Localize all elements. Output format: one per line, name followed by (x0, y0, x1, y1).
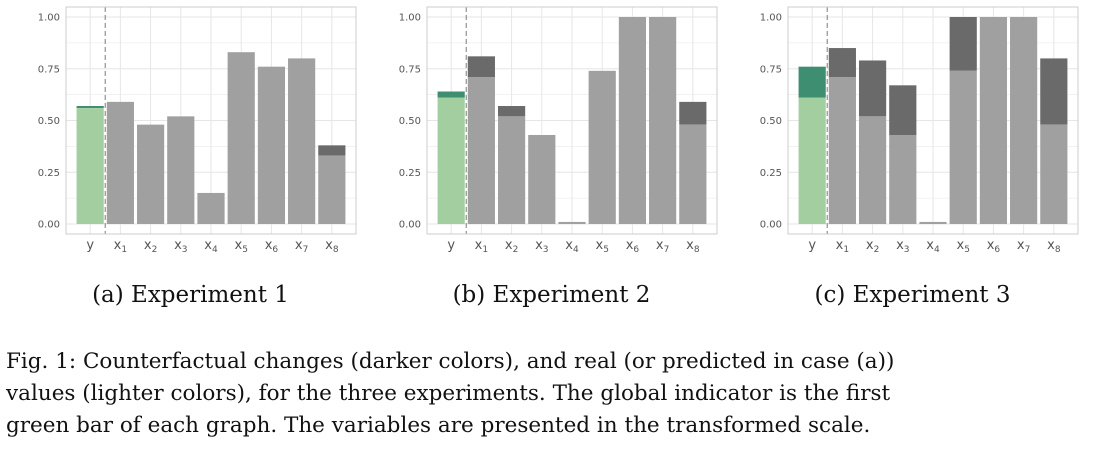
bar-real-x2 (136, 124, 165, 224)
x-tick-label-x5: x5 (234, 238, 247, 255)
y-tick-label: 0.50 (38, 116, 60, 127)
bar-real-y (76, 108, 104, 224)
bar-real-x8 (318, 155, 346, 224)
bar-real-x5 (227, 52, 255, 224)
bar-real-x4 (558, 221, 586, 224)
y-tick-label: 0.00 (760, 220, 782, 231)
bar-real-x1 (106, 101, 134, 224)
x-tick-label-y: y (447, 238, 455, 253)
bar-real-x7 (288, 58, 316, 225)
chart-panel-b: 0.00 0.25 0.50 0.75 1.00 y x1 x2 x3 x4 x5 x6 x7 x8 (379, 0, 724, 262)
bar-real-x7 (1010, 17, 1038, 224)
bar-real-x6 (257, 66, 286, 225)
x-tick-label-x4: x4 (565, 238, 579, 255)
x-tick-label-x2: x2 (866, 238, 879, 255)
x-tick-label-x7: x7 (295, 238, 308, 255)
bar-real-x3 (889, 134, 917, 224)
bar-counterfactual-x3 (889, 85, 917, 135)
chart-panel-c: 0.00 0.25 0.50 0.75 1.00 y x1 x2 x3 x4 x5 x6 x7 x8 (740, 0, 1085, 262)
y-tick-label: 1.00 (399, 13, 421, 24)
x-tick-label-x7: x7 (656, 238, 669, 255)
bar-real-x8 (679, 124, 707, 224)
subcaption-c: (c) Experiment 3 (814, 282, 1011, 308)
caption-line-1: Fig. 1: Counterfactual changes (darker c… (6, 349, 895, 374)
caption-line-2: values (lighter colors), for the three e… (6, 381, 891, 406)
subcaption-a: (a) Experiment 1 (92, 282, 289, 308)
bar-real-x2 (497, 116, 526, 224)
x-tick-label-x5: x5 (956, 238, 969, 255)
bar-chart-b: 0.00 0.25 0.50 0.75 1.00 y x1 x2 x3 x4 x5 x6 x7 x8 (399, 6, 718, 255)
bar-real-x6 (979, 17, 1008, 224)
bar-chart-c: 0.00 0.25 0.50 0.75 1.00 y x1 x2 x3 x4 x5 x6 x7 x8 (760, 6, 1079, 255)
bar-real-x2 (858, 116, 887, 224)
panel-border (426, 6, 718, 235)
figure-caption: Fig. 1: Counterfactual changes (darker c… (6, 346, 1101, 442)
bar-counterfactual-x8 (1040, 58, 1068, 125)
x-tick-label-x3: x3 (535, 238, 548, 255)
caption-line-3: green bar of each graph. The variables a… (6, 413, 871, 438)
chart-panel-a: 0.00 0.25 0.50 0.75 1.00 y x1 x2 x3 x4 x5 x6 x7 x8 (18, 0, 363, 262)
bar-counterfactual-y (76, 106, 104, 109)
bar-counterfactual-x8 (679, 101, 707, 125)
bar-counterfactual-x2 (497, 106, 526, 117)
bar-real-x7 (649, 17, 677, 224)
bar-real-x1 (467, 77, 495, 224)
y-tick-label: 1.00 (38, 13, 60, 24)
x-tick-label-x1: x1 (836, 238, 849, 255)
x-tick-label-x4: x4 (204, 238, 218, 255)
panel-border (65, 6, 357, 235)
x-tick-label-x1: x1 (114, 238, 127, 255)
bar-counterfactual-x1 (467, 56, 495, 78)
bar-real-x6 (618, 17, 647, 224)
x-tick-label-x6: x6 (265, 238, 279, 255)
x-tick-label-x7: x7 (1017, 238, 1030, 255)
bar-real-y (437, 97, 465, 224)
y-tick-label: 0.75 (399, 64, 421, 75)
y-tick-label: 0.25 (38, 168, 60, 179)
x-tick-label-x8: x8 (1047, 238, 1061, 255)
x-tick-label-x2: x2 (505, 238, 518, 255)
x-tick-label-y: y (808, 238, 816, 253)
bar-counterfactual-x2 (858, 60, 887, 117)
y-tick-label: 0.50 (399, 116, 421, 127)
y-tick-label: 0.75 (38, 64, 60, 75)
x-tick-label-x1: x1 (475, 238, 488, 255)
bar-counterfactual-y (437, 91, 465, 98)
y-tick-label: 0.50 (760, 116, 782, 127)
x-tick-label-x3: x3 (896, 238, 909, 255)
x-tick-label-x8: x8 (686, 238, 700, 255)
x-tick-label-x6: x6 (626, 238, 640, 255)
bar-real-x3 (167, 116, 195, 224)
y-tick-label: 0.00 (38, 220, 60, 231)
panel-border (787, 6, 1079, 235)
bar-real-x5 (949, 70, 977, 224)
x-tick-label-x2: x2 (144, 238, 157, 255)
bar-real-x5 (588, 70, 616, 224)
bar-real-x8 (1040, 124, 1068, 224)
y-tick-label: 0.25 (399, 168, 421, 179)
bar-real-x1 (828, 77, 856, 224)
x-tick-label-x8: x8 (325, 238, 339, 255)
bar-real-y (798, 97, 826, 224)
bar-chart-a: 0.00 0.25 0.50 0.75 1.00 y x1 x2 x3 x4 x5 x6 x7 x8 (38, 6, 357, 255)
y-tick-label: 0.00 (399, 220, 421, 231)
bar-counterfactual-y (798, 66, 826, 98)
bar-real-x4 (919, 221, 947, 224)
x-tick-label-x4: x4 (926, 238, 940, 255)
bar-real-x4 (197, 192, 225, 224)
bar-counterfactual-x1 (828, 48, 856, 78)
y-tick-label: 0.25 (760, 168, 782, 179)
x-tick-label-x6: x6 (987, 238, 1001, 255)
x-tick-label-x5: x5 (595, 238, 608, 255)
subcaption-b: (b) Experiment 2 (452, 282, 651, 308)
x-tick-label-x3: x3 (174, 238, 187, 255)
bar-real-x3 (528, 134, 556, 224)
bar-counterfactual-x8 (318, 145, 346, 156)
y-tick-label: 0.75 (760, 64, 782, 75)
bar-counterfactual-x5 (949, 17, 977, 71)
x-tick-label-y: y (86, 238, 94, 253)
y-tick-label: 1.00 (760, 13, 782, 24)
